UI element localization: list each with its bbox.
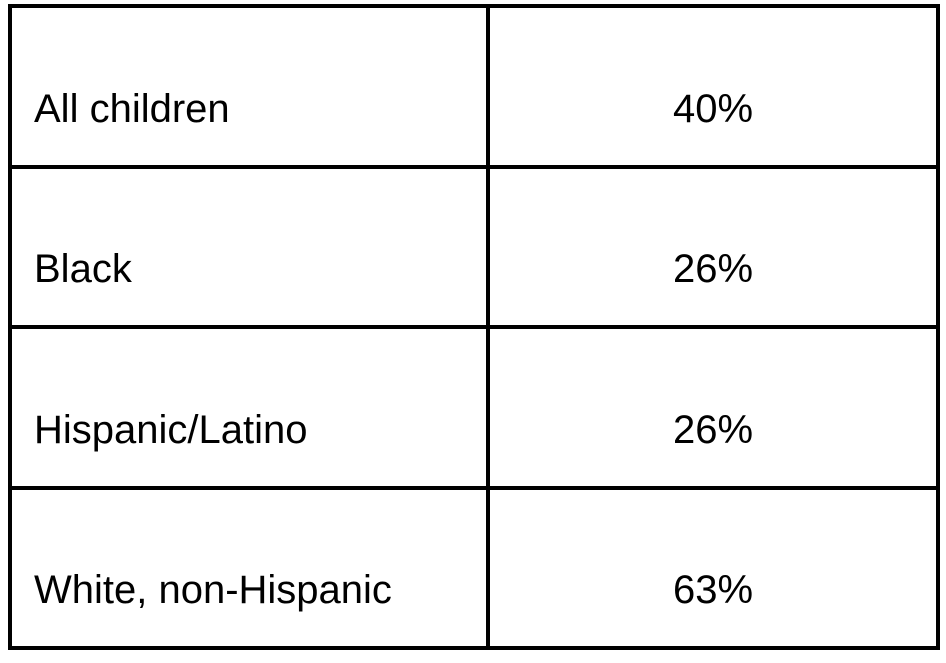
row-label-black: Black <box>8 164 490 329</box>
row-value-white-non-hispanic: 63% <box>486 485 940 650</box>
data-table: All children 40% Black 26% Hispanic/Lati… <box>8 4 940 650</box>
table-row: Hispanic/Latino 26% <box>8 325 940 490</box>
row-label-all-children: All children <box>8 4 490 169</box>
row-value-all-children: 40% <box>486 4 940 169</box>
row-value-hispanic-latino: 26% <box>486 325 940 490</box>
table-row: Black 26% <box>8 164 940 329</box>
table-row: White, non-Hispanic 63% <box>8 485 940 650</box>
row-label-hispanic-latino: Hispanic/Latino <box>8 325 490 490</box>
table-row: All children 40% <box>8 4 940 169</box>
row-label-white-non-hispanic: White, non-Hispanic <box>8 485 490 650</box>
row-value-black: 26% <box>486 164 940 329</box>
